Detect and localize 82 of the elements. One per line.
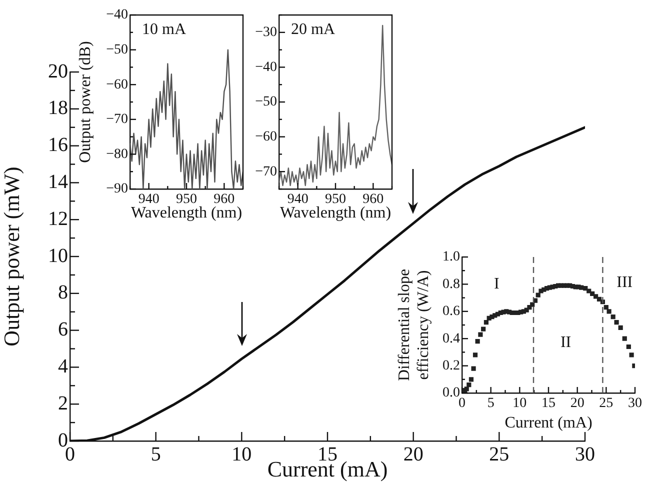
x-tick-label: 940 — [138, 192, 160, 208]
x-tick-label: 10 — [512, 396, 527, 412]
x-tick-label: 10 — [232, 443, 252, 466]
y-tick-label: 4 — [58, 355, 68, 378]
y-tick-label: 16 — [48, 134, 68, 156]
y-tick-label: −80 — [106, 146, 128, 162]
y-axis-title: Output power (dB) — [76, 41, 94, 163]
x-tick-label: 5 — [150, 443, 161, 466]
x-tick-label: 960 — [214, 192, 235, 208]
point — [530, 302, 535, 307]
y-tick-label: 6 — [58, 318, 68, 341]
point — [614, 320, 619, 325]
point — [590, 291, 595, 296]
point — [583, 286, 588, 291]
x-tick-label: 950 — [325, 192, 346, 208]
y-tick-label: 0.4 — [442, 331, 460, 346]
x-tick-label: 30 — [575, 443, 595, 466]
point — [484, 320, 489, 325]
point — [618, 325, 623, 330]
y-axis-title: Differential slope efficiency (W/A) — [396, 268, 432, 382]
point — [586, 288, 592, 294]
x-tick-label: 940 — [287, 192, 308, 208]
x-tick-label: 950 — [176, 192, 197, 208]
y-tick-label: 8 — [58, 282, 68, 304]
y-tick-label: 0.8 — [442, 276, 460, 292]
point — [622, 336, 627, 341]
y-tick-label: 1.0 — [442, 250, 460, 265]
point — [468, 377, 474, 382]
annotation: III — [616, 274, 633, 292]
point — [606, 309, 612, 314]
x-tick-label: 20 — [403, 443, 424, 466]
y-tick-label: 18 — [48, 97, 68, 120]
annotation: I — [494, 275, 500, 292]
y-tick-label: −70 — [106, 112, 128, 128]
point — [481, 326, 486, 332]
point — [475, 339, 480, 344]
y-tick-label: 0.6 — [442, 304, 460, 320]
point — [593, 294, 598, 299]
point — [536, 292, 540, 298]
x-tick-label: 5 — [487, 396, 494, 412]
y-tick-label: −60 — [106, 77, 128, 92]
x-axis-title: Wavelength (nm) — [130, 204, 242, 222]
point — [471, 366, 476, 371]
y-tick-label: 10 — [48, 244, 68, 267]
x-tick-label: 30 — [628, 396, 642, 412]
point — [604, 305, 608, 310]
point — [610, 314, 616, 320]
x-axis-title: Wavelength (nm) — [280, 204, 392, 222]
point — [626, 344, 631, 350]
point — [524, 308, 529, 312]
y-tick-label: 0.2 — [442, 358, 460, 374]
point — [579, 285, 584, 290]
y-tick-label: −40 — [255, 60, 277, 75]
chart-title: 20 mA — [291, 21, 336, 38]
y-tick-label: −90 — [106, 182, 128, 197]
point — [538, 288, 544, 294]
x-tick-label: 960 — [362, 192, 384, 208]
point — [478, 332, 483, 337]
y-tick-label: −40 — [106, 8, 128, 23]
point — [466, 382, 472, 388]
y-tick-label: 2 — [58, 392, 68, 414]
point — [596, 296, 602, 302]
y-tick-label: −70 — [255, 164, 277, 180]
y-tick-label: −50 — [255, 94, 277, 110]
y-tick-label: 14 — [48, 170, 68, 193]
x-tick-label: 20 — [570, 396, 584, 412]
point — [527, 305, 532, 310]
y-tick-label: −50 — [106, 42, 128, 58]
y-tick-label: 20 — [48, 60, 68, 82]
x-tick-label: 25 — [599, 396, 614, 412]
x-tick-label: 25 — [489, 443, 510, 466]
y-tick-label: 0.0 — [442, 386, 460, 401]
x-axis-title: Current (mA) — [504, 414, 592, 432]
point — [472, 352, 478, 358]
point — [629, 352, 634, 358]
y-axis-title: Output power (mW) — [0, 166, 24, 346]
y-tick-label: −60 — [255, 129, 277, 144]
y-tick-label: −30 — [255, 25, 277, 40]
y-tick-label: 12 — [48, 208, 68, 230]
annotation: II — [560, 334, 572, 351]
chart-title: 10 mA — [142, 21, 186, 38]
x-tick-label: 15 — [542, 396, 556, 412]
